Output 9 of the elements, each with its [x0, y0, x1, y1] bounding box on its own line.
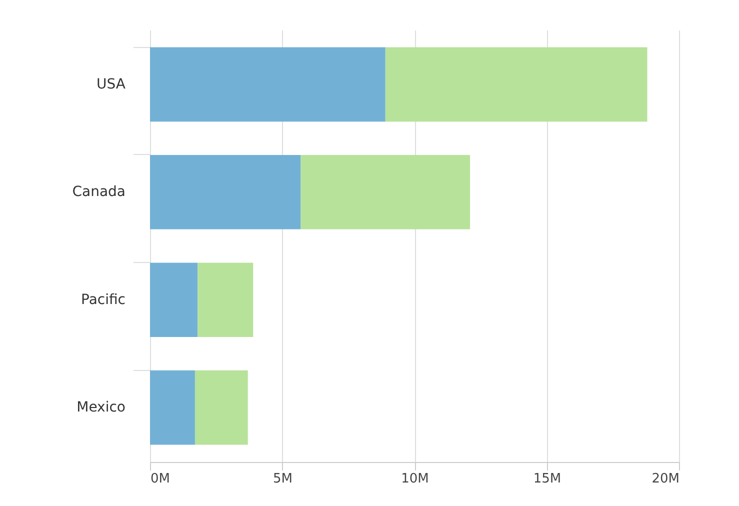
x-tick-label: 5M	[273, 472, 292, 486]
x-tick-label: 15M	[533, 472, 562, 486]
x-tick-label: 20M	[652, 472, 680, 486]
y-tick-label: Pacific	[81, 292, 126, 308]
y-tick-label: Canada	[72, 184, 126, 200]
x-tick-label: 0M	[150, 472, 170, 486]
y-tick-label: USA	[96, 76, 126, 92]
y-tick-label: Mexico	[76, 400, 126, 416]
x-tick-label: 10M	[401, 472, 429, 486]
